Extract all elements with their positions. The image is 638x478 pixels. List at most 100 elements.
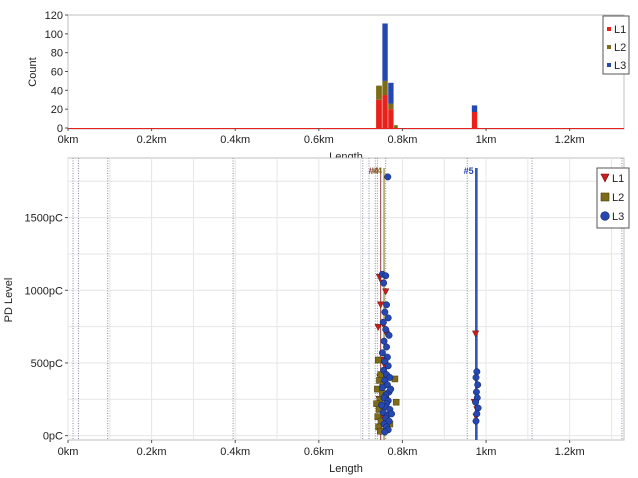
histogram-y-ticks: 0 20 40 60 80 100 120 bbox=[45, 10, 68, 135]
scatter-plot-area bbox=[67, 157, 625, 441]
histogram-bar-l2 bbox=[376, 85, 382, 100]
scatter-point-l3 bbox=[474, 381, 482, 389]
scatter-y-tick-label: 1000pC bbox=[24, 285, 63, 297]
scatter-point-l3 bbox=[378, 401, 385, 409]
scatter-x-tick-label: 0.2km bbox=[137, 446, 167, 458]
scatter-legend: L1 L2 L3 bbox=[596, 167, 630, 229]
scatter-point-l3 bbox=[384, 314, 392, 322]
histogram-chart: 0 20 40 60 80 100 120 0km 0.2km 0.4km 0.6km 0.8km 1… bbox=[27, 10, 630, 163]
scatter-point-l3 bbox=[381, 308, 389, 316]
histogram-y-tick-label: 60 bbox=[51, 67, 63, 79]
histogram-bar-l3 bbox=[471, 105, 478, 112]
histogram-bar-l1 bbox=[388, 109, 394, 128]
scatter-point-l1 bbox=[382, 288, 390, 296]
legend-l1-triangle bbox=[600, 173, 610, 183]
scatter-y-ticks: 0pC 500pC 1000pC 1500pC bbox=[24, 213, 68, 443]
histogram-y-tick-label: 100 bbox=[45, 29, 63, 41]
scatter-x-ticks: 0km 0.2km 0.4km 0.6km 0.8km 1km 1.2km bbox=[58, 440, 585, 458]
scatter-x-axis-label: Length bbox=[329, 463, 363, 475]
scatter-point-l3 bbox=[474, 404, 482, 412]
legend-l3-circle bbox=[600, 211, 610, 221]
histogram-legend: L1 L2 L3 bbox=[602, 15, 630, 75]
scatter-point-l3 bbox=[387, 385, 395, 393]
scatter-points bbox=[373, 173, 482, 436]
scatter-x-tick-label: 0.8km bbox=[387, 446, 417, 458]
histogram-bar-l2 bbox=[382, 80, 388, 96]
legend-l2-swatch bbox=[607, 45, 611, 49]
legend-l1-label: L1 bbox=[614, 24, 626, 36]
histogram-y-tick-label: 0 bbox=[57, 123, 63, 135]
histogram-y-tick-label: 80 bbox=[51, 48, 63, 60]
histogram-plot-area bbox=[67, 14, 625, 130]
histogram-x-ticks: 0km 0.2km 0.4km 0.6km 0.8km 1km 1.2km bbox=[58, 128, 585, 146]
scatter-point-l3 bbox=[378, 349, 386, 357]
legend-l1-swatch bbox=[607, 27, 611, 31]
scatter-point-l2 bbox=[392, 398, 400, 406]
histogram-x-tick-label: 0km bbox=[58, 134, 79, 146]
legend-l2-label: L2 bbox=[614, 42, 626, 54]
legend-l3-label: L3 bbox=[612, 211, 624, 223]
scatter-y-tick-label: 0pC bbox=[43, 431, 63, 443]
histogram-bar-l3 bbox=[382, 23, 388, 81]
histogram-x-tick-label: 0.2km bbox=[137, 134, 167, 146]
histogram-y-tick-label: 20 bbox=[51, 104, 63, 116]
scatter-point-l3 bbox=[473, 410, 481, 418]
scatter-x-tick-label: 1km bbox=[476, 446, 497, 458]
scatter-point-l3 bbox=[473, 368, 481, 376]
scatter-point-l1 bbox=[374, 324, 382, 332]
scatter-y-axis-label: PD Level bbox=[3, 278, 15, 323]
histogram-x-tick-label: 0.6km bbox=[304, 134, 334, 146]
scatter-point-l3 bbox=[384, 362, 392, 370]
scatter-point-l3 bbox=[472, 417, 480, 425]
scatter-x-tick-label: 1.2km bbox=[555, 446, 585, 458]
scatter-point-l3 bbox=[380, 279, 388, 287]
scatter-point-l3 bbox=[383, 301, 391, 309]
location-marker-label: #5 bbox=[464, 166, 474, 176]
scatter-point-l3 bbox=[378, 384, 386, 392]
histogram-bar-l2 bbox=[394, 125, 398, 128]
histogram-y-tick-label: 120 bbox=[45, 10, 63, 22]
histogram-x-tick-label: 1km bbox=[476, 134, 497, 146]
histogram-y-tick-label: 40 bbox=[51, 85, 63, 97]
histogram-bar-l1 bbox=[376, 99, 382, 128]
scatter-point-l1 bbox=[471, 330, 480, 338]
histogram-x-tick-label: 0.4km bbox=[220, 134, 250, 146]
histogram-x-tick-label: 0.8km bbox=[387, 134, 417, 146]
location-marker-label: #4 bbox=[369, 166, 379, 176]
scatter-point-l3 bbox=[383, 343, 391, 351]
scatter-gridlines bbox=[67, 158, 624, 440]
histogram-bar-l2 bbox=[388, 103, 394, 110]
scatter-point-l1 bbox=[377, 301, 385, 309]
histogram-x-tick-label: 1.2km bbox=[555, 134, 585, 146]
legend-l3-swatch bbox=[607, 63, 611, 67]
histogram-bar-l3 bbox=[388, 82, 394, 104]
scatter-point-l2 bbox=[374, 413, 382, 420]
scatter-point-l2 bbox=[374, 356, 382, 364]
scatter-point-l3 bbox=[385, 331, 393, 339]
histogram-y-axis-label: Count bbox=[27, 57, 39, 86]
legend-l3-label: L3 bbox=[614, 60, 626, 72]
scatter-point-l3 bbox=[382, 272, 390, 280]
scatter-point-l3 bbox=[472, 388, 480, 396]
legend-l2-square bbox=[600, 192, 610, 202]
scatter-x-tick-label: 0km bbox=[58, 446, 79, 458]
location-marker-label: #4 bbox=[372, 166, 382, 176]
scatter-point-l3 bbox=[388, 410, 396, 418]
scatter-x-tick-label: 0.6km bbox=[304, 446, 334, 458]
scatter-cable-lines bbox=[72, 158, 623, 440]
legend-l2-label: L2 bbox=[612, 192, 624, 204]
scatter-point-l3 bbox=[382, 326, 390, 333]
histogram-bars bbox=[376, 23, 478, 128]
scatter-point-l3 bbox=[380, 337, 388, 345]
scatter-point-l3 bbox=[381, 428, 389, 436]
histogram-bar-l1 bbox=[471, 111, 478, 128]
legend-l1-label: L1 bbox=[612, 173, 624, 185]
scatter-point-l3 bbox=[384, 173, 392, 181]
histogram-bar-l1 bbox=[382, 95, 388, 128]
scatter-point-l3 bbox=[379, 318, 387, 326]
scatter-point-l3 bbox=[472, 374, 480, 381]
scatter-point-l3 bbox=[472, 398, 480, 406]
scatter-y-tick-label: 1500pC bbox=[24, 213, 63, 225]
